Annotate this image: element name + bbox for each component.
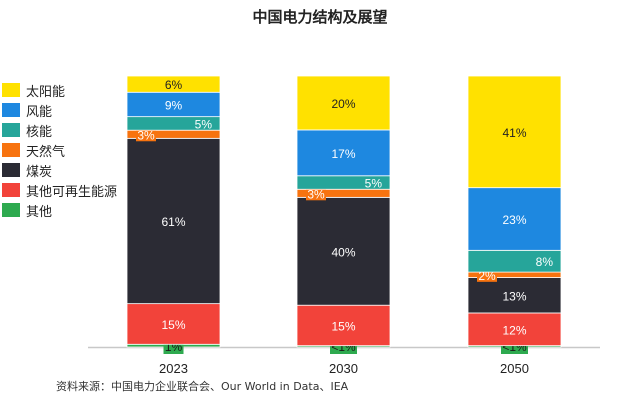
legend-label: 天然气 <box>26 144 66 160</box>
data-label: 20% <box>331 97 355 111</box>
data-label: 40% <box>331 245 355 259</box>
bar-segment <box>467 312 562 347</box>
data-label: 15% <box>161 318 185 332</box>
bar-segment <box>296 304 391 347</box>
data-label: 3% <box>137 128 155 142</box>
bar-segment <box>296 196 391 306</box>
data-label: 8% <box>536 255 554 269</box>
legend-swatch <box>2 163 20 177</box>
data-label: 3% <box>307 187 325 201</box>
bar-segment <box>126 75 221 93</box>
data-label: 17% <box>331 147 355 161</box>
chart-title: 中国电力结构及展望 <box>252 8 388 26</box>
legend-item: 煤炭 <box>2 160 117 180</box>
legend-label: 太阳能 <box>26 84 66 100</box>
bar-segment <box>296 75 391 131</box>
legend-item: 其他 <box>2 200 117 220</box>
legend-item: 风能 <box>2 100 117 120</box>
legend-label: 核能 <box>26 124 53 140</box>
bar-segment <box>467 277 562 314</box>
bar-segment <box>467 187 562 251</box>
bar-segment <box>126 91 221 118</box>
data-label: 6% <box>165 78 183 92</box>
legend-swatch <box>2 183 20 197</box>
legend-swatch <box>2 123 20 137</box>
x-tick-label: 2050 <box>500 361 529 376</box>
legend-label: 其他 <box>26 204 53 220</box>
legend-item: 其他可再生能源 <box>2 180 117 200</box>
bar-segment <box>126 137 221 305</box>
data-label-box <box>136 127 156 142</box>
legend-label: 风能 <box>26 104 53 120</box>
x-tick-label: 2030 <box>329 361 358 376</box>
data-label: 9% <box>165 98 183 112</box>
data-label: 13% <box>502 289 526 303</box>
x-tick-label: 2023 <box>159 361 188 376</box>
legend-item: 天然气 <box>2 140 117 160</box>
bar-segment <box>296 129 391 177</box>
data-label: 5% <box>195 117 213 131</box>
bar-segment <box>126 303 221 345</box>
legend-swatch <box>2 83 20 97</box>
legend-swatch <box>2 143 20 157</box>
data-label: 12% <box>502 323 526 337</box>
legend-item: 核能 <box>2 120 117 140</box>
source-note: 资料来源：中国电力企业联合会、Our World in Data、IEA <box>56 380 349 393</box>
data-label: 15% <box>331 319 355 333</box>
legend-swatch <box>2 103 20 117</box>
legend: 太阳能风能核能天然气煤炭其他可再生能源 其他 <box>2 80 117 220</box>
data-label: 23% <box>502 213 526 227</box>
legend-item: 太阳能 <box>2 80 117 100</box>
legend-label: 煤炭 <box>26 164 53 180</box>
data-label: 41% <box>502 126 526 140</box>
data-label-box <box>306 186 326 201</box>
data-label: 61% <box>161 215 185 229</box>
data-label: 5% <box>365 177 383 191</box>
legend-swatch <box>2 203 20 217</box>
legend-label: 其他可再生能源 <box>26 184 118 200</box>
bar-segment <box>467 75 562 189</box>
